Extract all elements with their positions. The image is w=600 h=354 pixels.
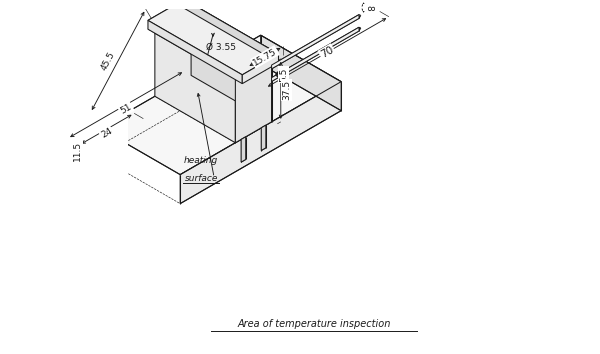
- Text: 37.5: 37.5: [282, 80, 291, 100]
- Text: 5.5: 5.5: [280, 67, 289, 82]
- Text: 24: 24: [100, 126, 113, 140]
- Text: 11.5: 11.5: [73, 141, 82, 161]
- Polygon shape: [260, 35, 341, 111]
- Text: 8: 8: [364, 5, 373, 10]
- Polygon shape: [242, 54, 278, 84]
- Text: heating: heating: [184, 156, 218, 165]
- Text: surface: surface: [185, 173, 218, 183]
- Polygon shape: [235, 59, 272, 143]
- Polygon shape: [148, 21, 242, 84]
- Polygon shape: [148, 0, 278, 75]
- Polygon shape: [272, 15, 359, 69]
- Polygon shape: [261, 125, 266, 150]
- Text: 51: 51: [119, 102, 133, 116]
- Polygon shape: [100, 35, 341, 175]
- Text: Area of temperature inspection: Area of temperature inspection: [237, 319, 391, 329]
- Polygon shape: [180, 82, 341, 204]
- Polygon shape: [184, 0, 278, 63]
- Text: 70: 70: [319, 45, 335, 60]
- Polygon shape: [155, 33, 235, 143]
- Text: 45.5: 45.5: [100, 50, 117, 72]
- Text: 15.75: 15.75: [251, 47, 278, 67]
- Text: Ø 3.55: Ø 3.55: [206, 42, 236, 51]
- Polygon shape: [241, 137, 246, 162]
- Polygon shape: [155, 12, 272, 80]
- Polygon shape: [272, 27, 359, 81]
- Polygon shape: [191, 12, 272, 122]
